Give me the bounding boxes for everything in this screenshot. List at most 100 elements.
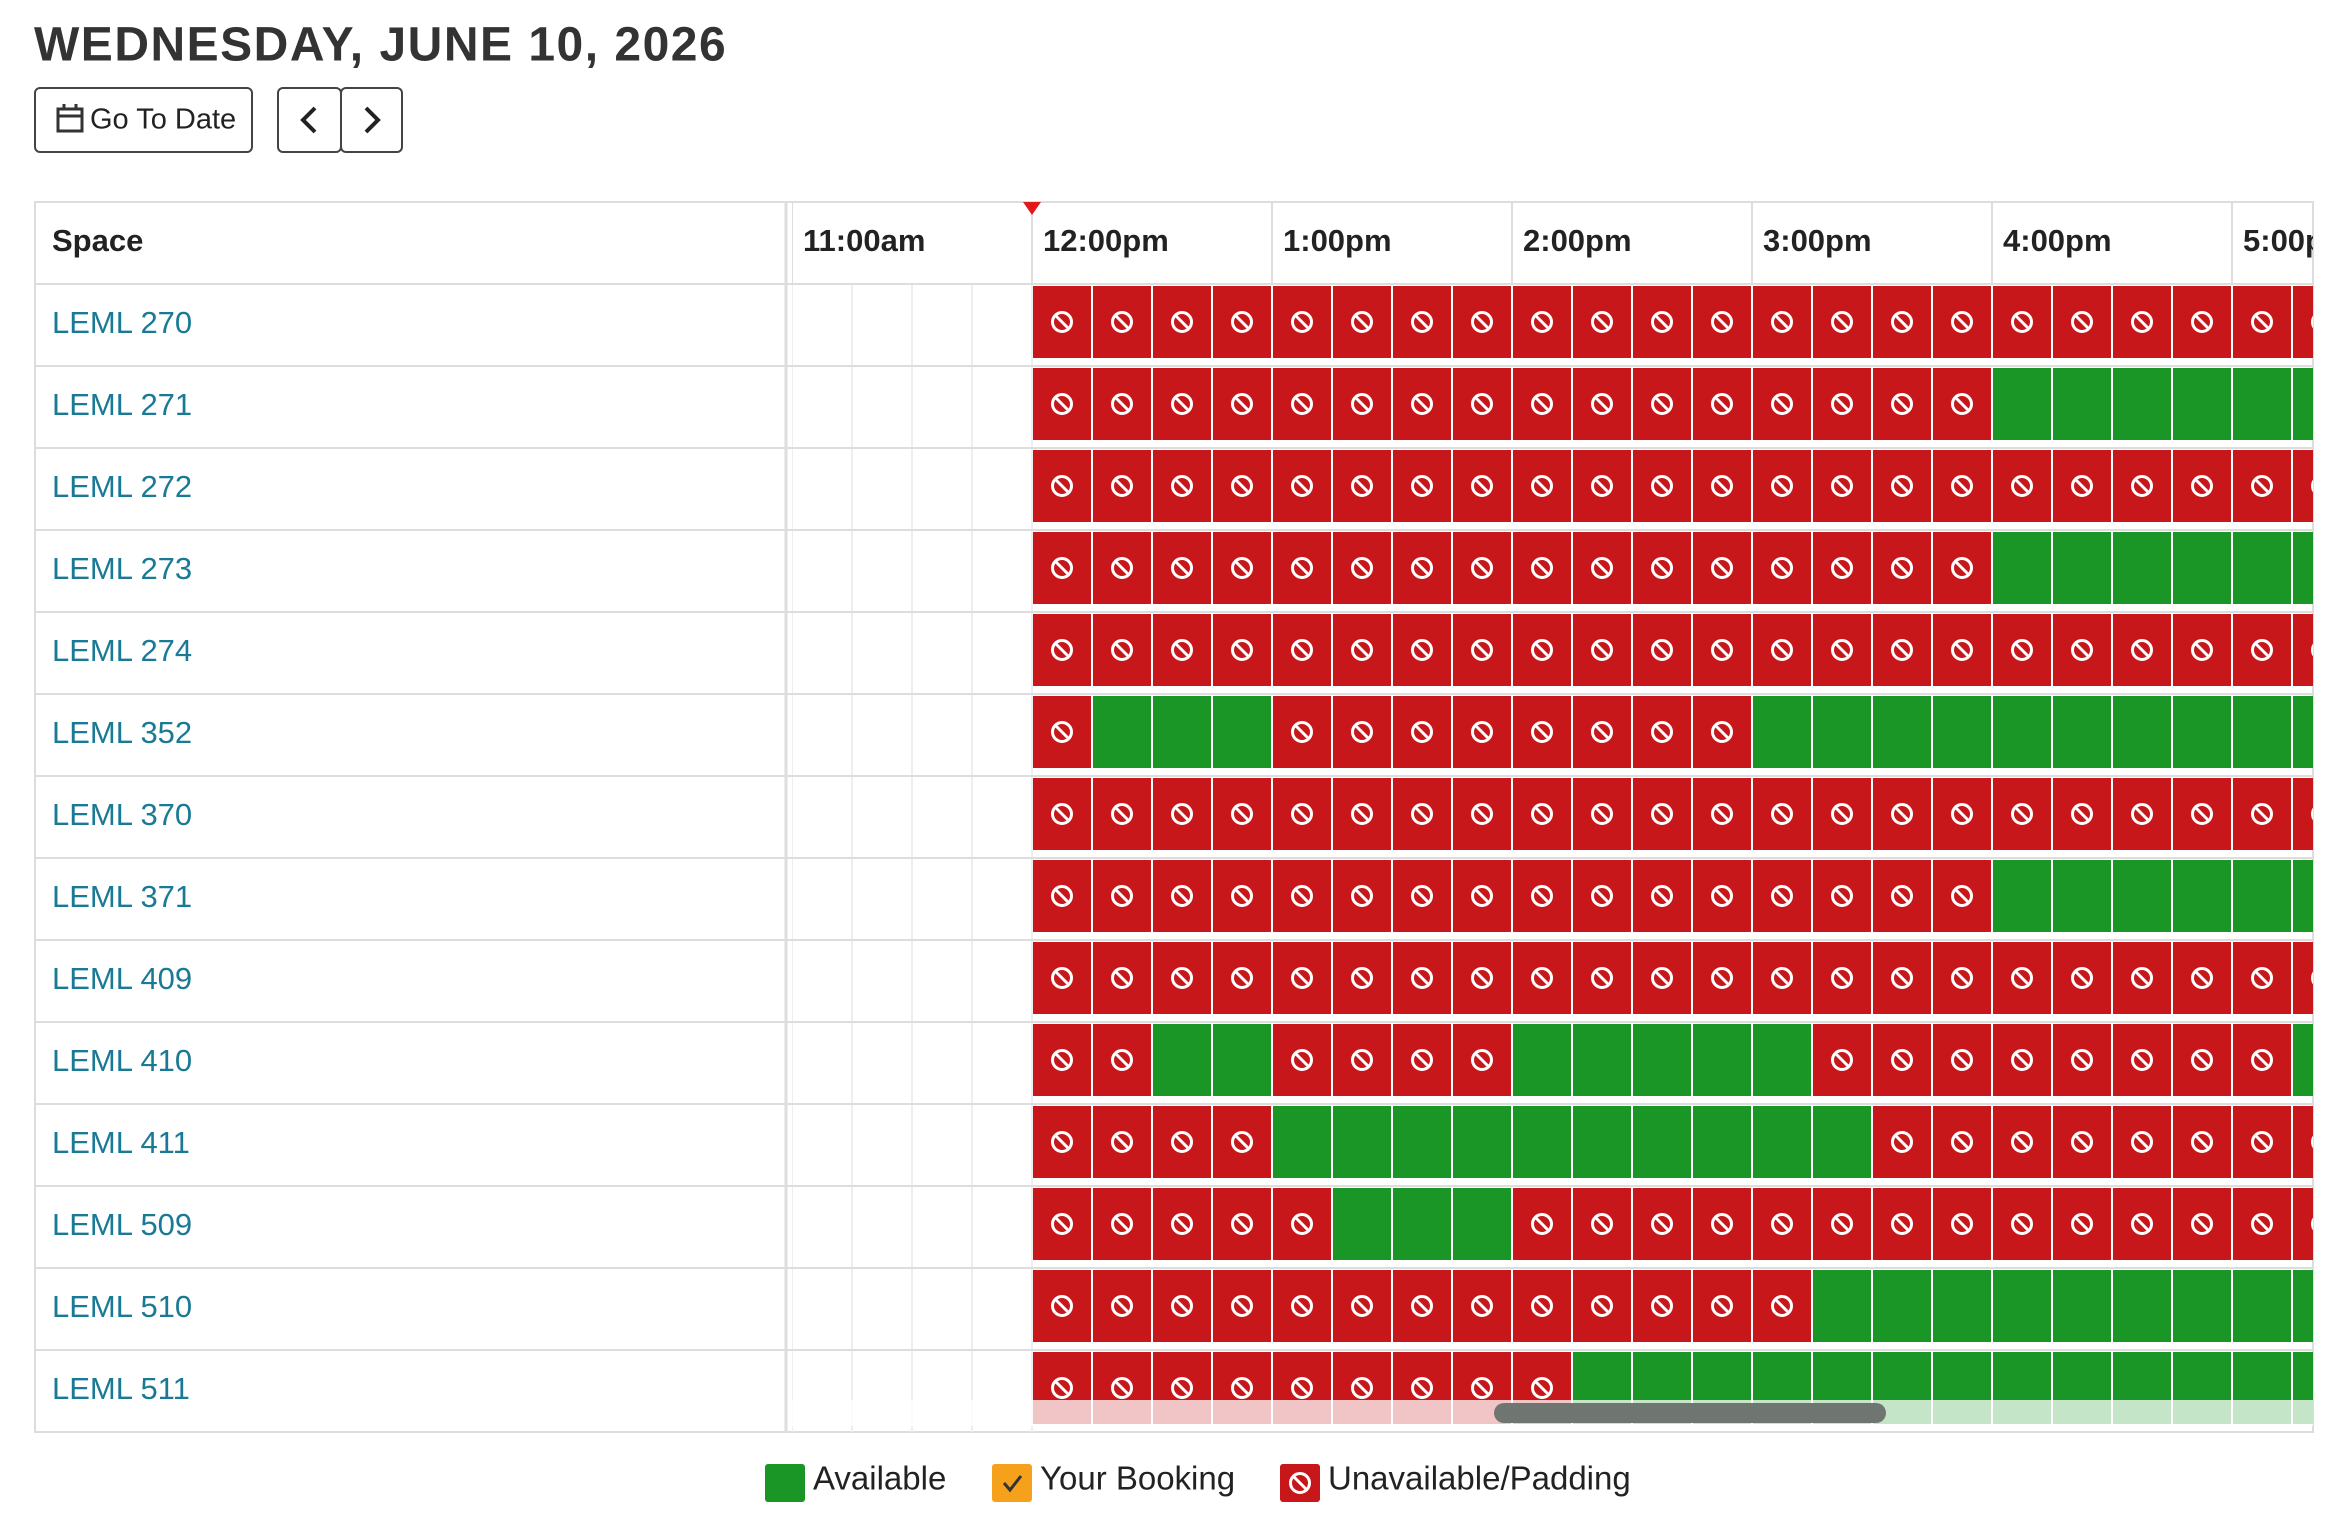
slot-available[interactable] [2293, 368, 2351, 440]
slot-available[interactable] [1513, 1106, 1571, 1178]
space-link[interactable]: LEML 409 [52, 961, 192, 996]
slot-available[interactable] [1573, 1024, 1631, 1096]
slot-available[interactable] [1993, 532, 2051, 604]
slot-available[interactable] [2293, 696, 2351, 768]
slot-available[interactable] [2173, 1270, 2231, 1342]
blocked-icon [1651, 1213, 1673, 1235]
space-link[interactable]: LEML 510 [52, 1289, 192, 1324]
slot-available[interactable] [1873, 1270, 1931, 1342]
slot-available[interactable] [1393, 1188, 1451, 1260]
slot-available[interactable] [1153, 696, 1211, 768]
blocked-icon [1771, 967, 1793, 989]
slot-available[interactable] [2173, 860, 2231, 932]
slot-available[interactable] [2233, 532, 2291, 604]
slot-available[interactable] [1333, 1106, 1391, 1178]
blocked-icon [1111, 311, 1133, 333]
slot-unavailable [1933, 1106, 1991, 1178]
slot-available[interactable] [1933, 1270, 1991, 1342]
slot-available[interactable] [1333, 1188, 1391, 1260]
slot-available[interactable] [1633, 1106, 1691, 1178]
slot-available[interactable] [1813, 1270, 1871, 1342]
slot-available[interactable] [2053, 532, 2111, 604]
slot-available[interactable] [1993, 368, 2051, 440]
slot-available[interactable] [2053, 1270, 2111, 1342]
slot-available[interactable] [2233, 860, 2291, 932]
slot-cell [2293, 860, 2313, 932]
slot-unavailable [1873, 942, 1931, 1014]
blocked-icon [1171, 1213, 1193, 1235]
slot-available[interactable] [2173, 532, 2231, 604]
slot-available[interactable] [1513, 1024, 1571, 1096]
slot-available[interactable] [2233, 696, 2291, 768]
slot-cell [2293, 1270, 2313, 1342]
slot-available[interactable] [2113, 696, 2171, 768]
slot-available[interactable] [1393, 1106, 1451, 1178]
slot-available[interactable] [2113, 860, 2171, 932]
blocked-icon-slash [2014, 970, 2030, 986]
slot-available[interactable] [1993, 696, 2051, 768]
space-link[interactable]: LEML 509 [52, 1207, 192, 1242]
space-link[interactable]: LEML 511 [52, 1371, 190, 1406]
slot-available[interactable] [2293, 1024, 2351, 1096]
blocked-icon [1591, 1213, 1613, 1235]
slot-available[interactable] [1753, 1024, 1811, 1096]
slot-available[interactable] [1453, 1188, 1511, 1260]
slot-available[interactable] [2053, 860, 2111, 932]
space-link[interactable]: LEML 272 [52, 469, 192, 504]
blocked-icon [1771, 475, 1793, 497]
space-link[interactable]: LEML 371 [52, 879, 192, 914]
slot-available[interactable] [1933, 696, 1991, 768]
scrollbar-thumb[interactable] [1494, 1403, 1886, 1423]
space-link[interactable]: LEML 352 [52, 715, 192, 750]
slot-available[interactable] [1213, 696, 1271, 768]
slot-available[interactable] [1753, 696, 1811, 768]
slot-unavailable [1573, 1188, 1631, 1260]
slot-available[interactable] [2233, 368, 2291, 440]
blocked-icon-slash [1054, 1052, 1070, 1068]
slot-available[interactable] [2113, 1270, 2171, 1342]
slot-available[interactable] [1633, 1024, 1691, 1096]
slot-available[interactable] [1813, 696, 1871, 768]
slot-available[interactable] [1213, 1024, 1271, 1096]
slot-available[interactable] [1993, 860, 2051, 932]
slot-available[interactable] [2113, 532, 2171, 604]
blocked-icon [1051, 1131, 1073, 1153]
space-link[interactable]: LEML 271 [52, 387, 192, 422]
blocked-icon [2011, 803, 2033, 825]
slot-available[interactable] [1693, 1024, 1751, 1096]
slot-available[interactable] [1573, 1106, 1631, 1178]
go-to-date-button[interactable]: Go To Date [34, 87, 253, 153]
slot-available[interactable] [2293, 860, 2351, 932]
slot-available[interactable] [1993, 1270, 2051, 1342]
space-link[interactable]: LEML 273 [52, 551, 192, 586]
slot-unavailable [1153, 532, 1211, 604]
slot-unavailable [1633, 1270, 1691, 1342]
slot-available[interactable] [2053, 368, 2111, 440]
slot-available[interactable] [1873, 696, 1931, 768]
slot-available[interactable] [2233, 1270, 2291, 1342]
slot-available[interactable] [2173, 696, 2231, 768]
slot-available[interactable] [1813, 1106, 1871, 1178]
slot-available[interactable] [2053, 696, 2111, 768]
slot-unavailable [1033, 860, 1091, 932]
slot-unavailable [1693, 532, 1751, 604]
slot-available[interactable] [2113, 368, 2171, 440]
space-link[interactable]: LEML 410 [52, 1043, 192, 1078]
prev-day-button[interactable] [277, 87, 342, 153]
space-link[interactable]: LEML 411 [52, 1125, 190, 1160]
slot-available[interactable] [1753, 1106, 1811, 1178]
space-link[interactable]: LEML 274 [52, 633, 192, 668]
slot-available[interactable] [2173, 368, 2231, 440]
slot-available[interactable] [2293, 532, 2351, 604]
slot-available[interactable] [2293, 1270, 2351, 1342]
next-day-button[interactable] [340, 87, 403, 153]
space-link[interactable]: LEML 270 [52, 305, 192, 340]
slot-available[interactable] [1453, 1106, 1511, 1178]
slot-available[interactable] [1273, 1106, 1331, 1178]
space-link[interactable]: LEML 370 [52, 797, 192, 832]
blocked-icon-slash [1234, 478, 1250, 494]
blocked-icon-slash [1474, 396, 1490, 412]
slot-available[interactable] [1693, 1106, 1751, 1178]
slot-available[interactable] [1153, 1024, 1211, 1096]
slot-available[interactable] [1093, 696, 1151, 768]
